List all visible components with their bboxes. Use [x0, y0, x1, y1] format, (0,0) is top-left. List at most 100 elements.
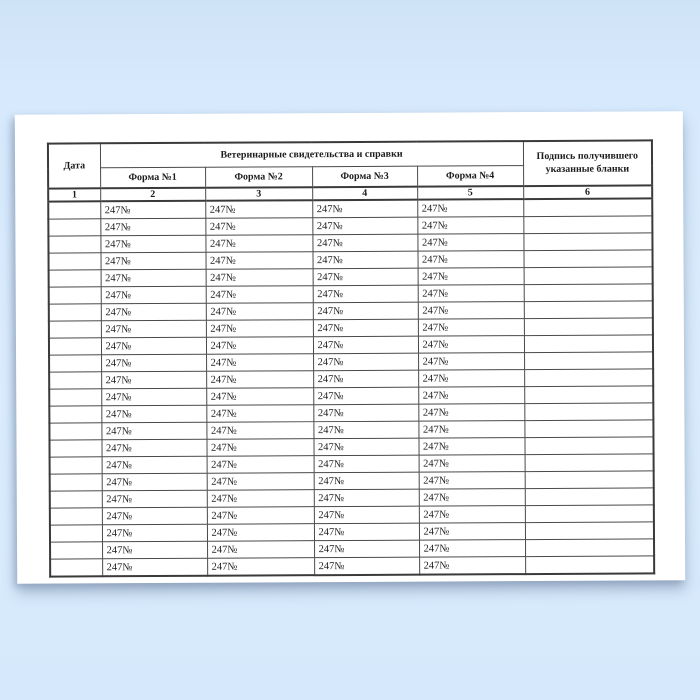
date-column-header: Дата: [47, 143, 101, 189]
table-body: 247№ 247№ 247№ 247№ 247№ 247№ 247№ 247№ 247№ 247№…: [48, 198, 655, 577]
table-header: Дата Ветеринарные свидетельства и справк…: [47, 140, 653, 202]
cell-date: [48, 201, 101, 220]
cell-form2: 247№: [205, 200, 313, 219]
cell-signature: [524, 351, 654, 370]
form2-column-header: Форма №2: [205, 166, 313, 188]
cell-form2: 247№: [206, 506, 314, 525]
cell-signature: [524, 436, 654, 455]
cell-signature: [524, 521, 655, 540]
cell-form4: 247№: [418, 420, 525, 439]
cell-form1: 247№: [100, 320, 206, 338]
cell-signature: [523, 300, 653, 319]
cell-form2: 247№: [206, 455, 314, 474]
cell-signature: [524, 453, 654, 472]
cell-form1: 247№: [101, 524, 208, 542]
table-row: 247№ 247№ 247№ 247№: [50, 555, 655, 577]
cell-signature: [523, 317, 653, 336]
cell-date: [50, 558, 103, 577]
cell-form4: 247№: [419, 539, 526, 558]
cell-form2: 247№: [205, 251, 313, 270]
cell-form3: 247№: [312, 217, 418, 235]
cell-form4: 247№: [417, 267, 524, 286]
cell-form2: 247№: [206, 421, 314, 440]
cell-signature: [523, 215, 653, 234]
cell-form2: 247№: [205, 336, 314, 355]
cell-signature: [524, 419, 654, 438]
cell-form2: 247№: [206, 370, 314, 389]
cell-date: [48, 235, 101, 254]
cell-date: [49, 473, 102, 492]
cell-form2: 247№: [206, 404, 314, 423]
cell-form3: 247№: [313, 387, 419, 405]
cell-signature: [524, 470, 654, 489]
cell-form2: 247№: [205, 234, 313, 253]
cell-form3: 247№: [312, 302, 418, 320]
cell-form3: 247№: [314, 557, 420, 576]
cell-date: [49, 439, 102, 458]
column-number: 1: [48, 188, 101, 202]
cell-form4: 247№: [417, 301, 524, 320]
cell-form1: 247№: [101, 456, 207, 474]
cell-form3: 247№: [313, 489, 419, 507]
cell-form3: 247№: [313, 455, 419, 473]
cell-form4: 247№: [418, 522, 526, 541]
cell-form4: 247№: [418, 488, 525, 507]
cell-form1: 247№: [100, 286, 206, 304]
cell-date: [49, 354, 102, 373]
cell-date: [49, 371, 102, 390]
cell-form1: 247№: [101, 507, 207, 525]
cell-form2: 247№: [206, 472, 314, 491]
cell-form4: 247№: [417, 318, 524, 337]
cell-form4: 247№: [418, 369, 525, 388]
cell-form3: 247№: [312, 285, 418, 303]
form1-column-header: Форма №1: [100, 167, 206, 189]
cell-form4: 247№: [417, 284, 524, 303]
cell-form3: 247№: [314, 540, 420, 558]
cell-form3: 247№: [313, 370, 419, 388]
cell-date: [48, 286, 101, 305]
cell-signature: [524, 402, 654, 421]
cell-form3: 247№: [312, 268, 418, 286]
cell-form3: 247№: [313, 404, 419, 422]
cell-form1: 247№: [101, 473, 207, 491]
cell-signature: [523, 198, 653, 217]
cell-form4: 247№: [417, 216, 524, 235]
cell-form3: 247№: [313, 353, 419, 371]
column-number: 2: [100, 187, 206, 202]
cell-date: [48, 269, 101, 288]
cell-form2: 247№: [206, 438, 314, 457]
cell-signature: [523, 249, 653, 268]
cell-form1: 247№: [102, 541, 208, 559]
signature-column-header: Подпись получившего указанные бланки: [522, 140, 653, 187]
cell-form4: 247№: [418, 352, 525, 371]
column-number: 4: [312, 186, 418, 201]
cell-form1: 247№: [101, 422, 207, 440]
cell-date: [49, 490, 102, 509]
cell-signature: [524, 504, 654, 523]
cell-form2: 247№: [207, 540, 315, 559]
cell-date: [49, 507, 102, 526]
cell-form1: 247№: [100, 235, 206, 253]
cell-date: [49, 405, 102, 424]
cell-form4: 247№: [417, 250, 524, 269]
cell-date: [48, 320, 101, 339]
cell-form1: 247№: [101, 439, 207, 457]
cell-date: [48, 218, 101, 237]
cell-form3: 247№: [312, 199, 418, 218]
cell-form2: 247№: [206, 387, 314, 406]
cell-form1: 247№: [101, 405, 207, 423]
cell-form3: 247№: [313, 421, 419, 439]
cell-form1: 247№: [101, 354, 207, 372]
veterinary-blanks-register-table: Дата Ветеринарные свидетельства и справк…: [46, 139, 656, 578]
cell-form1: 247№: [100, 337, 207, 355]
cell-signature: [525, 538, 655, 557]
cell-form3: 247№: [312, 234, 418, 252]
cell-form2: 247№: [205, 302, 313, 321]
cell-form4: 247№: [418, 454, 525, 473]
cell-date: [49, 524, 103, 543]
cell-form4: 247№: [418, 471, 525, 490]
cell-form2: 247№: [207, 557, 315, 576]
cell-signature: [525, 555, 655, 575]
cell-form1: 247№: [100, 218, 206, 236]
cell-form4: 247№: [418, 403, 525, 422]
